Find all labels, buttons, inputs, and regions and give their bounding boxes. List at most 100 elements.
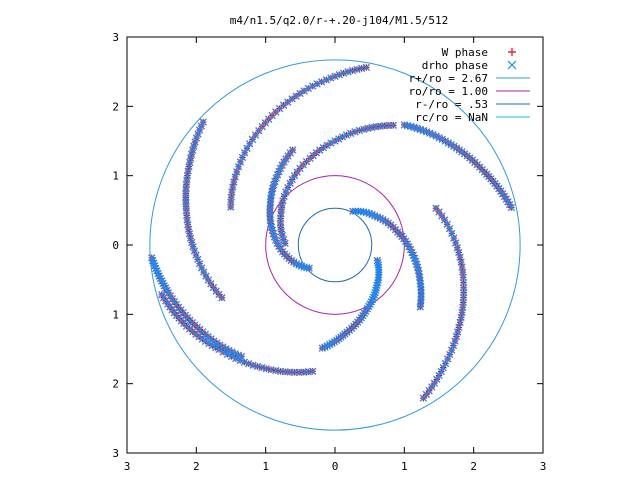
drho-phase-marker <box>253 362 262 371</box>
drho-phase-marker <box>191 138 199 146</box>
drho-phase-marker <box>194 130 202 138</box>
x-tick-label: 3 <box>124 460 131 473</box>
drho-phase-marker <box>248 135 257 144</box>
drho-phase-marker <box>189 243 197 251</box>
drho-phase-marker <box>371 288 379 297</box>
drho-phase-marker <box>313 80 321 88</box>
drho-phase-marker <box>452 332 461 341</box>
drho-phase-marker <box>231 173 239 181</box>
drho-phase-marker <box>322 76 331 84</box>
drho-phase-marker <box>450 234 458 242</box>
drho-phase-marker <box>205 339 213 348</box>
drho-phase-marker <box>430 379 439 387</box>
drho-phase-marker <box>453 328 462 336</box>
drho-phase-marker <box>251 131 260 139</box>
drho-phase-marker <box>258 363 266 372</box>
drho-phase-marker <box>192 134 201 142</box>
drho-phase-marker <box>344 68 352 76</box>
drho-phase-marker <box>445 225 454 233</box>
y-tick-label: 2 <box>112 378 119 391</box>
legend-label: drho phase <box>422 59 488 72</box>
legend-label: ro/ro = 1.00 <box>409 85 488 98</box>
y-tick-label: 3 <box>112 447 119 460</box>
drho-phase-marker <box>374 276 382 284</box>
drho-phase-marker <box>300 87 308 95</box>
drho-phase-marker <box>451 239 460 247</box>
drho-phase-marker <box>317 78 326 86</box>
drho-phase-marker <box>451 337 459 345</box>
drho-phase-marker <box>316 146 324 154</box>
drho-phase-marker <box>327 139 335 147</box>
x-tick-label: 1 <box>401 460 408 473</box>
drho-phase-marker <box>342 131 351 139</box>
drho-phase-marker <box>308 82 317 90</box>
drho-phase-marker <box>245 360 253 368</box>
drho-phase-marker <box>234 163 243 171</box>
drho-phase-marker <box>443 220 451 228</box>
legend-label: r+/ro = 2.67 <box>409 72 488 85</box>
drho-phase-marker <box>335 135 343 143</box>
drho-phase-marker <box>351 128 359 136</box>
drho-phase-marker <box>389 121 398 130</box>
drho-phase-marker <box>296 89 304 98</box>
drho-phase-marker <box>448 229 456 238</box>
drho-phase-marker <box>233 168 241 176</box>
drho-phase-marker <box>286 179 294 187</box>
legend-label: r-/ro = .53 <box>415 98 488 111</box>
drho-phase-marker <box>240 149 249 157</box>
drho-phase-marker <box>331 72 339 80</box>
drho-phase-marker <box>443 355 452 363</box>
drho-phase-marker <box>158 290 166 299</box>
drho-phase-marker <box>279 197 287 205</box>
drho-phase-marker <box>453 244 461 252</box>
y-tick-label: 0 <box>112 239 119 252</box>
drho-phase-marker <box>292 92 300 100</box>
drho-phase-marker <box>433 375 441 384</box>
drho-phase-marker <box>289 146 297 154</box>
drho-phase-marker <box>197 122 206 130</box>
drho-phase-marker <box>302 264 311 272</box>
drho-phase-marker <box>192 251 200 259</box>
drho-phase-marker <box>441 359 450 368</box>
drho-phase-marker <box>188 238 196 247</box>
drho-phase-marker <box>290 172 299 180</box>
drho-phase-marker <box>284 98 292 106</box>
drho-phase-marker <box>197 264 206 272</box>
drho-phase-marker <box>327 74 335 82</box>
drho-phase-marker <box>202 272 210 280</box>
drho-phase-marker <box>195 126 204 134</box>
legend-cross-swatch <box>507 60 517 70</box>
x-tick-label: 0 <box>332 460 339 473</box>
drho-phase-marker <box>370 291 379 299</box>
drho-phase-marker <box>507 203 516 212</box>
drho-phase-marker <box>437 367 445 376</box>
drho-phase-marker <box>238 153 247 162</box>
drho-phase-marker <box>195 259 204 268</box>
drho-phase-marker <box>288 175 296 184</box>
x-tick-label: 2 <box>470 460 477 473</box>
y-tick-label: 2 <box>112 100 119 113</box>
drho-phase-marker <box>199 118 207 126</box>
drho-phase-marker <box>439 363 447 372</box>
drho-phase-marker <box>435 208 443 216</box>
drho-phase-marker <box>243 144 251 152</box>
legend-plus-swatch <box>508 48 516 56</box>
drho-phase-marker <box>194 255 202 264</box>
drho-phase-marker <box>446 350 454 359</box>
drho-phase-marker <box>319 143 327 152</box>
drho-phase-marker <box>419 394 428 402</box>
drho-phase-marker <box>240 358 249 366</box>
drho-phase-marker <box>440 216 449 224</box>
drho-phase-marker <box>211 343 220 352</box>
drho-phase-marker <box>207 280 215 288</box>
x-tick-label: 3 <box>540 460 547 473</box>
drho-phase-marker <box>304 84 313 93</box>
drho-phase-marker <box>208 341 216 350</box>
drho-phase-marker <box>249 361 257 369</box>
drho-phase-marker <box>438 212 446 220</box>
radius-circle <box>265 175 405 315</box>
drho-phase-marker <box>323 141 331 149</box>
chart-title: m4/n1.5/q2.0/r-+.20-j104/M1.5/512 <box>230 14 449 27</box>
